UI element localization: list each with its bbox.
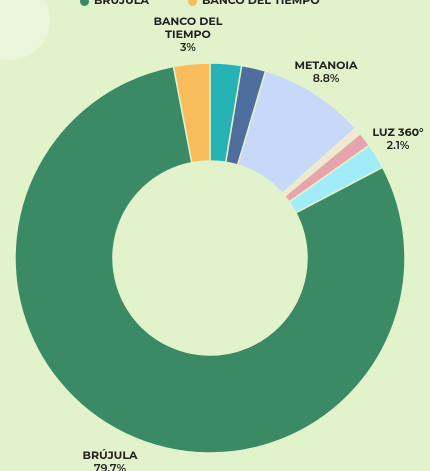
legend-swatch <box>188 0 197 6</box>
decor-circle <box>0 0 50 60</box>
legend-item: BRÚJULA <box>80 0 149 7</box>
value-label: 3% <box>180 40 196 54</box>
segment-label: BANCO DEL TIEMPO <box>153 14 223 41</box>
donut-segment <box>14 65 406 454</box>
legend-item: BANCO DEL TIEMPO <box>188 0 320 7</box>
legend-label: BANCO DEL TIEMPO <box>202 0 320 7</box>
legend-swatch <box>80 0 89 6</box>
segment-label: LUZ 360° <box>372 125 424 139</box>
legend-label: BRÚJULA <box>94 0 149 7</box>
donut-segment <box>172 62 211 164</box>
value-label: 2.1% <box>386 138 410 152</box>
value-label: 79.7% <box>93 461 127 471</box>
segment-label: BRÚJULA <box>82 448 138 462</box>
segment-label: METANOIA <box>294 58 358 72</box>
value-label: 8.8% <box>312 71 340 85</box>
